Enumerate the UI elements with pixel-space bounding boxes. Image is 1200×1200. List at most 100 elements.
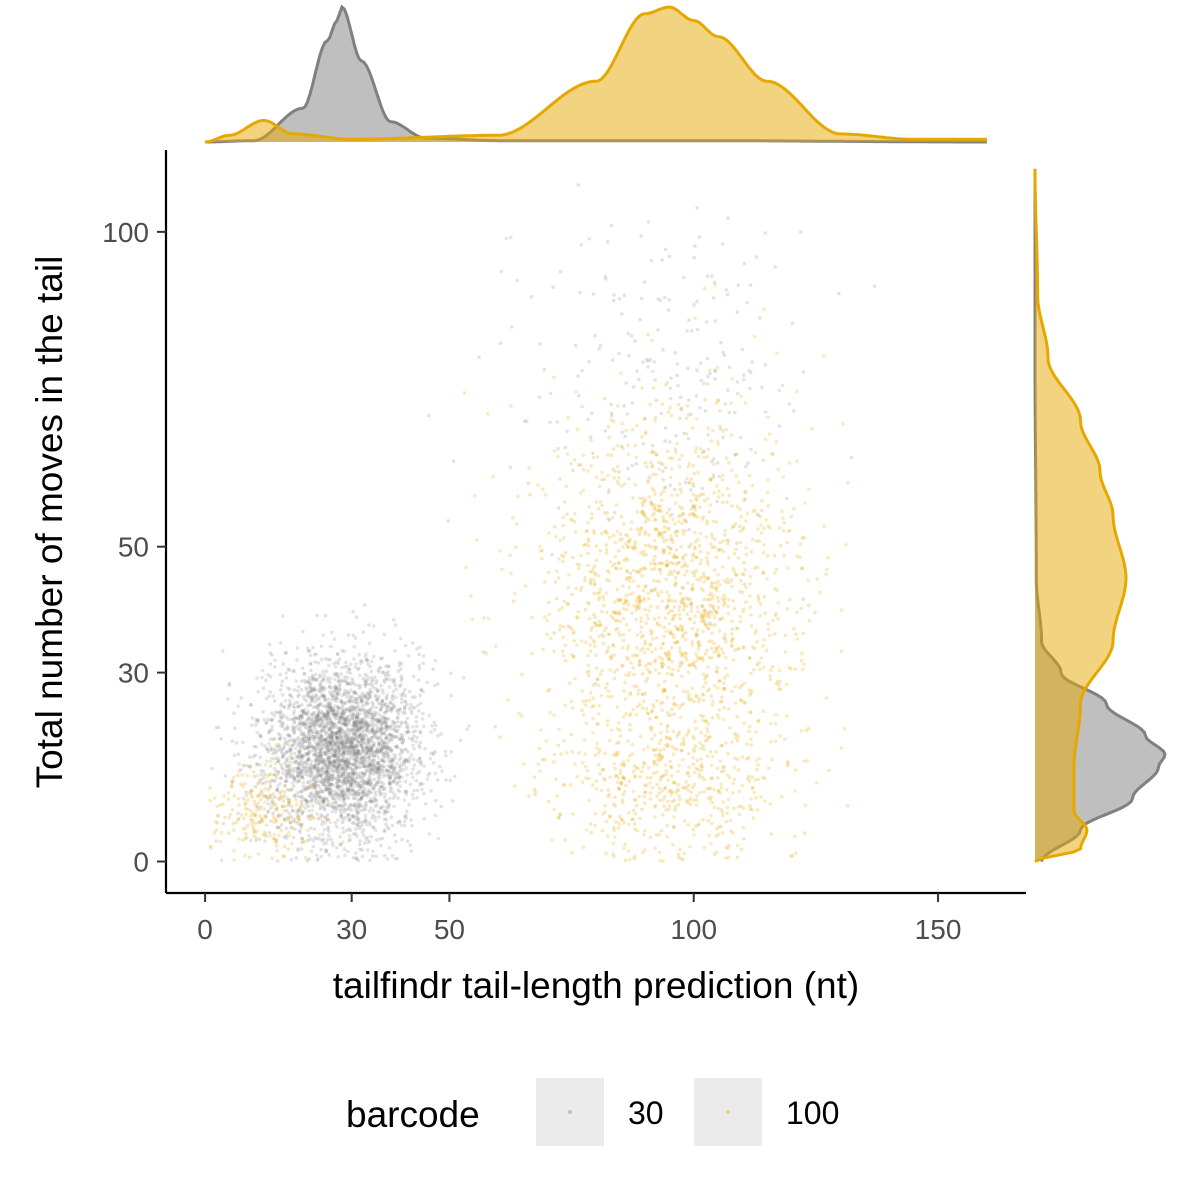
data-point: [760, 499, 764, 503]
data-point: [374, 681, 379, 685]
data-point: [281, 721, 285, 725]
data-point: [337, 706, 341, 710]
data-point: [321, 677, 326, 682]
data-point: [719, 340, 723, 345]
data-point: [448, 671, 453, 676]
data-point: [709, 532, 714, 536]
data-point: [410, 736, 415, 741]
data-point: [713, 622, 717, 627]
data-point: [335, 777, 339, 782]
data-point: [309, 737, 313, 741]
data-point: [658, 567, 662, 572]
data-point: [415, 735, 420, 740]
data-point: [333, 693, 338, 698]
data-point: [399, 674, 404, 679]
data-point: [773, 721, 778, 726]
data-point: [357, 791, 361, 796]
data-point: [292, 728, 296, 732]
data-point: [542, 367, 547, 372]
data-point: [698, 561, 702, 566]
data-point: [326, 757, 331, 761]
data-point: [621, 584, 625, 588]
data-point: [650, 709, 654, 714]
data-point: [324, 847, 328, 852]
data-point: [354, 790, 359, 794]
data-point: [631, 707, 635, 712]
data-point: [569, 461, 573, 466]
data-point: [319, 733, 323, 738]
data-point: [369, 690, 374, 694]
data-point: [299, 847, 304, 851]
data-point: [604, 543, 609, 547]
data-point: [294, 760, 299, 764]
data-point: [335, 784, 340, 789]
data-point: [344, 739, 349, 743]
data-point: [600, 470, 604, 475]
data-point: [637, 688, 641, 693]
data-point: [656, 683, 661, 688]
data-point: [755, 662, 760, 667]
data-point: [393, 724, 398, 728]
data-point: [758, 514, 763, 519]
data-point: [354, 705, 359, 709]
data-point: [398, 784, 403, 789]
data-point: [607, 488, 611, 492]
data-point: [239, 696, 244, 700]
data-point: [353, 744, 357, 749]
data-point: [324, 849, 328, 854]
data-point: [259, 805, 264, 809]
data-point: [365, 682, 370, 686]
data-point: [387, 776, 392, 780]
data-point: [365, 765, 370, 769]
data-point: [703, 409, 708, 413]
data-point: [405, 716, 410, 721]
data-point: [705, 559, 710, 564]
data-point: [366, 677, 371, 681]
data-point: [695, 577, 699, 582]
data-point: [317, 724, 322, 728]
data-point: [397, 774, 402, 779]
data-point: [669, 560, 673, 565]
data-point: [285, 779, 289, 784]
data-point: [255, 794, 260, 798]
data-point: [660, 258, 664, 262]
data-point: [629, 520, 634, 524]
data-point: [383, 853, 387, 858]
data-point: [379, 721, 383, 726]
data-point: [807, 487, 811, 492]
data-point: [730, 689, 734, 694]
data-point: [772, 553, 777, 558]
data-point: [594, 544, 599, 548]
data-point: [398, 752, 402, 757]
data-point: [293, 759, 298, 763]
data-point: [371, 654, 376, 659]
data-point: [417, 664, 422, 668]
data-point: [315, 775, 319, 780]
data-point: [325, 797, 329, 802]
data-point: [673, 522, 677, 526]
data-point: [364, 679, 369, 684]
data-point: [726, 604, 730, 608]
data-point: [312, 652, 317, 657]
data-point: [365, 725, 369, 730]
data-point: [602, 603, 606, 608]
data-point: [323, 732, 328, 736]
data-point: [750, 360, 755, 364]
data-point: [286, 733, 291, 738]
data-point: [347, 708, 352, 713]
data-point: [646, 365, 650, 369]
data-point: [709, 542, 713, 546]
data-point: [657, 671, 662, 676]
data-point: [399, 678, 404, 683]
data-point: [385, 709, 389, 713]
data-point: [411, 757, 416, 762]
data-point: [297, 750, 302, 755]
data-point: [380, 769, 385, 773]
data-point: [286, 847, 291, 851]
data-point: [658, 298, 663, 303]
data-point: [369, 659, 374, 664]
data-point: [336, 661, 341, 666]
data-point: [300, 794, 304, 799]
data-point: [556, 446, 560, 451]
data-point: [358, 735, 362, 740]
